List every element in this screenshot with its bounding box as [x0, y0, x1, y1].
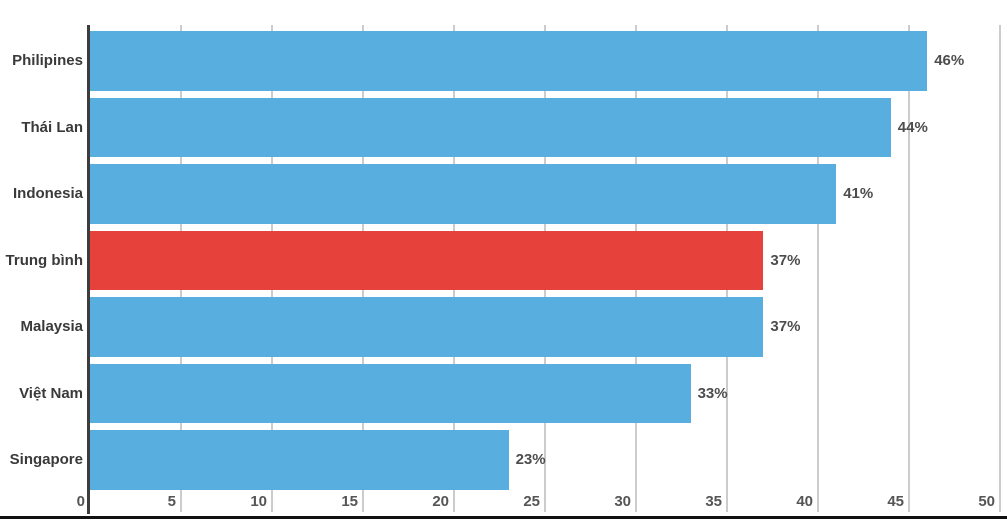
category-label: Trung bình	[5, 251, 83, 269]
x-tick-label: 5	[167, 493, 176, 510]
value-label: 44%	[897, 118, 928, 136]
value-label: 33%	[697, 384, 728, 402]
bar	[90, 430, 509, 490]
value-label: 23%	[515, 451, 546, 468]
x-tick-label: 0	[76, 493, 85, 510]
bar	[90, 363, 691, 423]
gridline	[817, 25, 819, 512]
x-tick-label: 15	[341, 493, 358, 510]
category-label: Singapore	[9, 451, 83, 468]
gridline	[999, 25, 1001, 512]
bottom-border-line	[0, 516, 1007, 519]
bar	[90, 164, 837, 224]
value-label: 41%	[843, 185, 874, 202]
x-tick-label: 20	[432, 493, 449, 510]
category-label: Thái Lan	[21, 118, 83, 136]
x-tick-label: 30	[614, 493, 631, 510]
category-label: Philipines	[12, 52, 83, 69]
x-tick-label: 40	[796, 493, 813, 510]
x-tick-label: 45	[887, 493, 904, 510]
value-label: 37%	[770, 318, 801, 335]
x-tick-label: 25	[523, 493, 540, 510]
x-tick-label: 35	[705, 493, 722, 510]
value-label: 37%	[770, 251, 801, 269]
x-tick-label: 10	[250, 493, 267, 510]
category-label: Malaysia	[20, 318, 83, 335]
bar	[90, 31, 928, 91]
category-label: Indonesia	[12, 185, 83, 202]
bar	[90, 297, 764, 357]
x-tick-label: 50	[978, 493, 995, 510]
value-label: 46%	[934, 52, 965, 69]
gridline	[908, 25, 910, 512]
bar-highlight	[90, 230, 764, 290]
y-axis-line	[87, 25, 90, 514]
bar	[90, 97, 891, 157]
category-label: Việt Nam	[19, 384, 83, 402]
